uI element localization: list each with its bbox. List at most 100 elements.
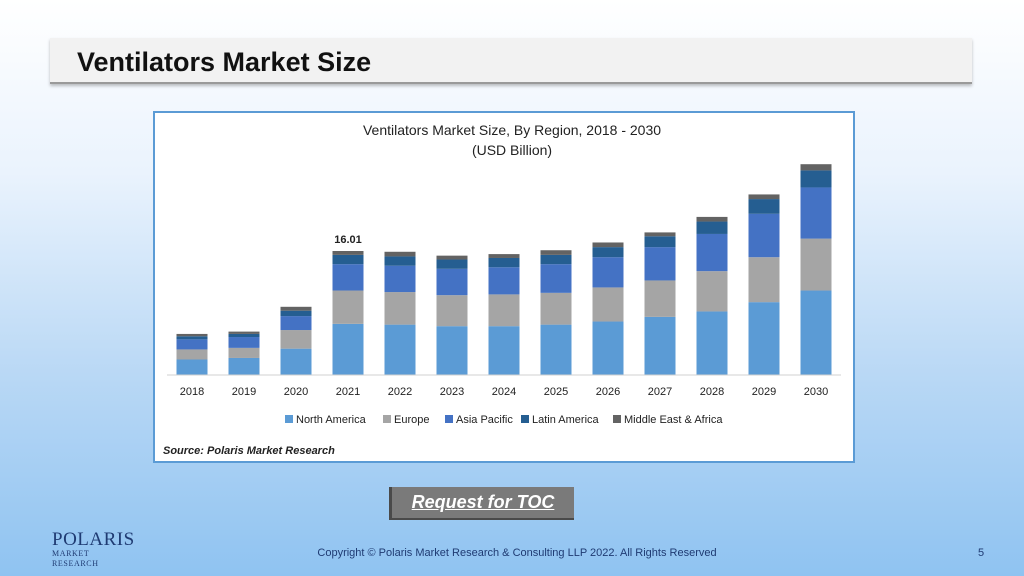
bar-segment-2020-middle-east-africa [280,306,312,311]
bar-segment-2024-asia-pacific [488,267,520,295]
bar-segment-2026-europe [592,287,624,322]
bar-segment-2026-middle-east-africa [592,242,624,248]
x-tick-label-2028: 2028 [700,386,724,398]
bar-segment-2028-asia-pacific [696,233,728,272]
x-tick-label-2025: 2025 [544,386,568,398]
bar-segment-2021-north-america [332,323,364,375]
bar-segment-2029-asia-pacific [748,213,780,258]
bar-segment-2024-latin-america [488,257,520,268]
bar-segment-2021-latin-america [332,254,364,265]
bar-segment-2029-latin-america [748,199,780,214]
bar-segment-2022-middle-east-africa [384,251,416,257]
bar-segment-2027-europe [644,280,676,317]
bar-segment-2028-middle-east-africa [696,216,728,222]
bar-segment-2030-asia-pacific [800,187,832,239]
bars-group: 16.01 [176,164,832,375]
x-tick-label-2024: 2024 [492,386,516,398]
bar-segment-2021-asia-pacific [332,264,364,291]
bar-segment-2019-middle-east-africa [228,331,260,334]
request-toc-label: Request for TOC [411,492,555,512]
bar-segment-2023-north-america [436,326,468,375]
legend-label-asia-pacific: Asia Pacific [456,414,513,426]
bar-segment-2029-europe [748,257,780,303]
legend-swatch-middle-east-africa [613,415,621,423]
bar-segment-2025-asia-pacific [540,264,572,293]
chart-container: Ventilators Market Size, By Region, 2018… [153,111,855,463]
bar-segment-2029-north-america [748,302,780,375]
data-label-2021: 16.01 [334,234,362,246]
bar-segment-2025-latin-america [540,254,572,265]
bar-segment-2018-middle-east-africa [176,333,208,337]
x-tick-label-2030: 2030 [804,386,828,398]
bar-segment-2027-middle-east-africa [644,232,676,237]
bar-segment-2030-europe [800,238,832,291]
bar-segment-2030-middle-east-africa [800,164,832,171]
x-tick-label-2021: 2021 [336,386,360,398]
bar-segment-2026-north-america [592,321,624,375]
legend-label-middle-east-africa: Middle East & Africa [624,414,723,426]
legend-swatch-asia-pacific [445,415,453,423]
bar-segment-2019-latin-america [228,333,260,338]
chart-source: Source: Polaris Market Research [163,445,335,457]
legend: North America Europe Asia Pacific Latin Ame… [285,414,723,426]
legend-label-latin-america: Latin America [532,414,600,426]
bar-segment-2021-europe [332,290,364,324]
bar-segment-2019-north-america [228,357,260,375]
bar-segment-2027-north-america [644,316,676,375]
x-tick-label-2022: 2022 [388,386,412,398]
request-toc-button[interactable]: Request for TOC [389,487,574,520]
bar-segment-2024-europe [488,294,520,327]
x-tick-label-2027: 2027 [648,386,672,398]
chart-subtitle: (USD Billion) [472,142,552,158]
bar-segment-2020-north-america [280,348,312,375]
chart-title: Ventilators Market Size, By Region, 2018… [363,122,661,138]
legend-swatch-north-america [285,415,293,423]
bar-segment-2020-asia-pacific [280,316,312,331]
bar-segment-2029-middle-east-africa [748,194,780,200]
bar-segment-2025-north-america [540,324,572,375]
bar-segment-2023-europe [436,295,468,327]
bar-segment-2022-asia-pacific [384,265,416,293]
bar-segment-2018-latin-america [176,336,208,340]
polaris-logo: POLARIS MARKET RESEARCH [52,529,135,568]
bar-segment-2027-asia-pacific [644,247,676,281]
bar-segment-2023-latin-america [436,259,468,269]
bar-segment-2022-latin-america [384,256,416,266]
bar-segment-2028-north-america [696,311,728,375]
bar-segment-2028-latin-america [696,221,728,234]
copyright-text: Copyright © Polaris Market Research & Co… [317,547,717,559]
x-tick-label-2029: 2029 [752,386,776,398]
x-tick-label-2026: 2026 [596,386,620,398]
bar-segment-2020-latin-america [280,310,312,317]
stacked-bar-chart: Ventilators Market Size, By Region, 2018… [163,122,841,457]
bar-segment-2021-middle-east-africa [332,251,364,255]
logo-subtitle: MARKET RESEARCH [52,549,99,568]
bar-segment-2023-asia-pacific [436,268,468,296]
bar-segment-2027-latin-america [644,236,676,248]
legend-label-europe: Europe [394,414,429,426]
bar-segment-2030-latin-america [800,170,832,188]
title-bar: Ventilators Market Size [50,38,972,84]
bar-segment-2030-north-america [800,290,832,375]
slide-title: Ventilators Market Size [77,47,372,77]
x-tick-label-2020: 2020 [284,386,308,398]
bar-segment-2022-north-america [384,324,416,375]
bar-segment-2023-middle-east-africa [436,255,468,260]
bar-segment-2018-asia-pacific [176,339,208,350]
x-tick-label-2018: 2018 [180,386,204,398]
logo-name: POLARIS [52,529,135,550]
bar-segment-2025-middle-east-africa [540,250,572,255]
bar-segment-2022-europe [384,292,416,325]
bar-segment-2026-latin-america [592,247,624,258]
bar-segment-2024-middle-east-africa [488,254,520,258]
bar-segment-2024-north-america [488,326,520,375]
bar-segment-2028-europe [696,271,728,312]
bar-segment-2019-asia-pacific [228,337,260,348]
x-tick-label-2019: 2019 [232,386,256,398]
x-tick-label-2023: 2023 [440,386,464,398]
bar-segment-2025-europe [540,292,572,325]
page-number: 5 [978,547,985,559]
bar-segment-2026-asia-pacific [592,257,624,288]
legend-label-north-america: North America [296,414,367,426]
legend-swatch-latin-america [521,415,529,423]
